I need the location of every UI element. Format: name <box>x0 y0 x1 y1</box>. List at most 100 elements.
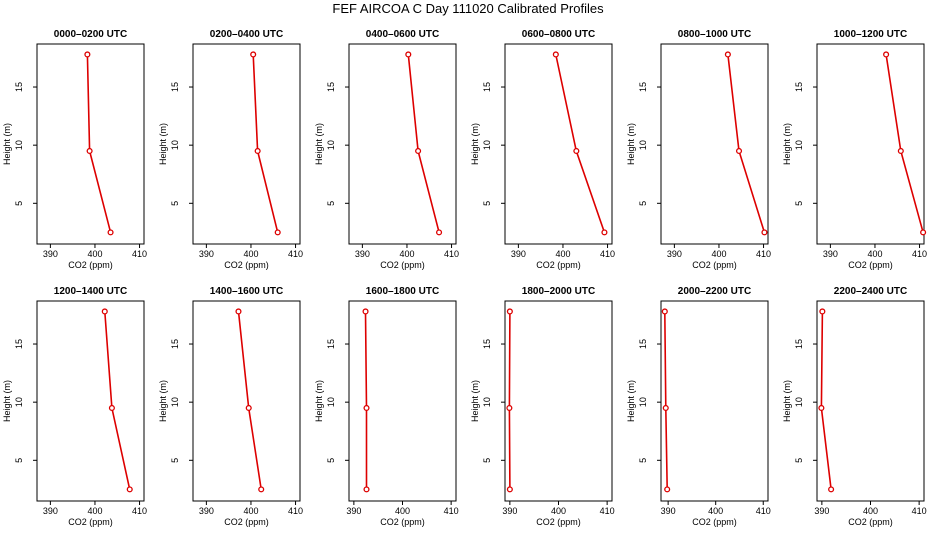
y-axis-label: Height (m) <box>626 380 636 422</box>
profile-panel: 0400–0600 UTC 390 400 410 CO2 (ppm) 5 10 15 Heig… <box>314 29 459 270</box>
y-axis-label: Height (m) <box>470 123 480 165</box>
x-axis-label: CO2 (ppm) <box>380 260 425 270</box>
x-tick-label: 410 <box>756 506 771 516</box>
x-tick-label: 390 <box>199 506 214 516</box>
y-axis-label: Height (m) <box>158 123 168 165</box>
y-tick-label: 15 <box>638 82 648 92</box>
y-axis-label: Height (m) <box>314 380 324 422</box>
x-tick-label: 400 <box>87 506 102 516</box>
y-tick-label: 15 <box>14 82 24 92</box>
y-tick-label: 10 <box>794 140 804 150</box>
panel-title: 0600–0800 UTC <box>522 29 595 40</box>
data-point <box>274 229 281 236</box>
y-tick-label: 10 <box>482 397 492 407</box>
data-point <box>573 147 580 155</box>
x-tick-label: 390 <box>43 249 58 259</box>
data-point <box>415 147 422 155</box>
y-axis-label: Height (m) <box>2 380 12 422</box>
x-tick-label: 410 <box>600 249 615 259</box>
profile-panel: 1000–1200 UTC 390 400 410 CO2 (ppm) 5 10 15 Heig… <box>782 29 927 270</box>
x-tick-label: 390 <box>823 249 838 259</box>
profile-panel: 2000–2200 UTC 390 400 410 CO2 (ppm) 5 10 15 Heig… <box>626 286 771 527</box>
y-tick-label: 5 <box>482 201 492 206</box>
y-tick-label: 15 <box>170 339 180 349</box>
y-tick-label: 5 <box>794 201 804 206</box>
panel-title: 1400–1600 UTC <box>210 286 283 297</box>
y-axis-label: Height (m) <box>314 123 324 165</box>
x-tick-label: 390 <box>355 249 370 259</box>
data-point <box>601 229 608 236</box>
profile-panel: 0200–0400 UTC 390 400 410 CO2 (ppm) 5 10 15 Heig… <box>158 29 303 270</box>
data-point <box>107 229 114 236</box>
panel-title: 0800–1000 UTC <box>678 29 751 40</box>
x-axis-label: CO2 (ppm) <box>692 517 737 527</box>
data-point <box>883 51 890 58</box>
plot-frame <box>36 43 145 245</box>
y-tick-label: 5 <box>326 201 336 206</box>
y-tick-label: 15 <box>326 339 336 349</box>
x-tick-label: 400 <box>708 506 723 516</box>
data-point <box>363 486 370 493</box>
data-point <box>664 486 671 493</box>
x-axis-label: CO2 (ppm) <box>68 260 113 270</box>
data-point <box>819 308 826 315</box>
x-tick-label: 400 <box>399 249 414 259</box>
panel-title: 2000–2200 UTC <box>678 286 751 297</box>
y-tick-label: 10 <box>170 397 180 407</box>
y-axis-label: Height (m) <box>626 123 636 165</box>
x-tick-label: 400 <box>551 506 566 516</box>
x-tick-label: 390 <box>502 506 517 516</box>
x-tick-label: 410 <box>444 249 459 259</box>
x-axis-label: CO2 (ppm) <box>224 260 269 270</box>
y-tick-label: 5 <box>14 458 24 463</box>
y-tick-label: 10 <box>326 140 336 150</box>
panel-title: 0000–0200 UTC <box>54 29 127 40</box>
x-tick-label: 390 <box>667 249 682 259</box>
data-point <box>235 308 242 315</box>
data-point <box>245 404 252 412</box>
profile-line <box>508 311 511 490</box>
plot-frame <box>660 300 769 502</box>
profile-panel: 0800–1000 UTC 390 400 410 CO2 (ppm) 5 10 15 Heig… <box>626 29 771 270</box>
data-point <box>101 308 108 315</box>
data-point <box>250 51 257 58</box>
panel-grid: 0000–0200 UTC 390 400 410 CO2 (ppm) 5 10 15 Heig… <box>2 29 927 527</box>
y-tick-label: 15 <box>638 339 648 349</box>
x-axis-label: CO2 (ppm) <box>68 517 113 527</box>
x-axis-label: CO2 (ppm) <box>848 517 893 527</box>
panel-title: 0200–0400 UTC <box>210 29 283 40</box>
x-axis-label: CO2 (ppm) <box>692 260 737 270</box>
y-tick-label: 10 <box>482 140 492 150</box>
data-point <box>84 51 91 58</box>
x-tick-label: 390 <box>346 506 361 516</box>
data-point <box>108 404 115 412</box>
y-tick-label: 15 <box>326 82 336 92</box>
x-tick-label: 410 <box>444 506 459 516</box>
y-axis-label: Height (m) <box>158 380 168 422</box>
data-point <box>506 404 513 412</box>
plot-frame <box>660 43 769 245</box>
panel-title: 1200–1400 UTC <box>54 286 127 297</box>
data-point <box>436 229 443 236</box>
panel-title: 0400–0600 UTC <box>366 29 439 40</box>
data-point <box>661 308 668 315</box>
profile-panel: 0000–0200 UTC 390 400 410 CO2 (ppm) 5 10 15 Heig… <box>2 29 147 270</box>
data-point <box>126 486 133 493</box>
x-tick-label: 400 <box>395 506 410 516</box>
panel-title: 2200–2400 UTC <box>834 286 907 297</box>
x-axis-label: CO2 (ppm) <box>380 517 425 527</box>
plot-frame <box>348 43 457 245</box>
y-tick-label: 10 <box>14 140 24 150</box>
data-point <box>735 147 743 155</box>
y-tick-label: 15 <box>170 82 180 92</box>
x-tick-label: 390 <box>814 506 829 516</box>
profile-panel: 0600–0800 UTC 390 400 410 CO2 (ppm) 5 10 15 Heig… <box>470 29 615 270</box>
data-point <box>506 486 513 493</box>
y-axis-label: Height (m) <box>782 380 792 422</box>
y-tick-label: 15 <box>794 82 804 92</box>
x-tick-label: 400 <box>87 249 102 259</box>
data-point <box>897 147 904 155</box>
data-point <box>662 404 669 412</box>
data-point <box>552 51 559 58</box>
